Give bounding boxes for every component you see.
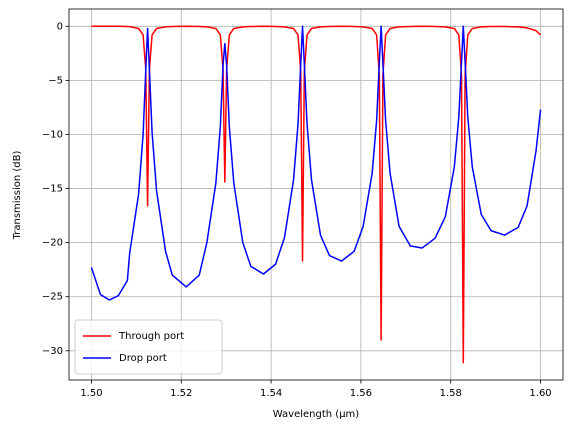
x-axis-label: Wavelength (μm) — [273, 409, 360, 420]
y-tick-label: −5 — [48, 75, 63, 86]
x-tick-label: 1.54 — [260, 388, 282, 399]
y-tick-label: −10 — [42, 129, 63, 140]
x-tick-label: 1.52 — [170, 388, 192, 399]
series-line — [90, 25, 542, 301]
legend-label: Drop port — [119, 353, 167, 364]
y-tick-label: −25 — [42, 292, 63, 303]
axes-frame — [68, 8, 564, 381]
x-tick-label: 1.50 — [80, 388, 102, 399]
x-tick-label: 1.56 — [350, 388, 372, 399]
y-tick-label: −15 — [42, 184, 63, 195]
legend-box — [74, 319, 223, 375]
x-tick-label: 1.58 — [440, 388, 462, 399]
y-tick-label: −30 — [42, 346, 63, 357]
x-tick-label: 1.60 — [529, 388, 551, 399]
y-axis-label: Transmission (dB) — [12, 151, 23, 241]
series-line — [91, 25, 542, 364]
y-tick-label: −20 — [42, 238, 63, 249]
y-tick-label: 0 — [57, 21, 63, 32]
legend-label: Through port — [118, 331, 184, 342]
